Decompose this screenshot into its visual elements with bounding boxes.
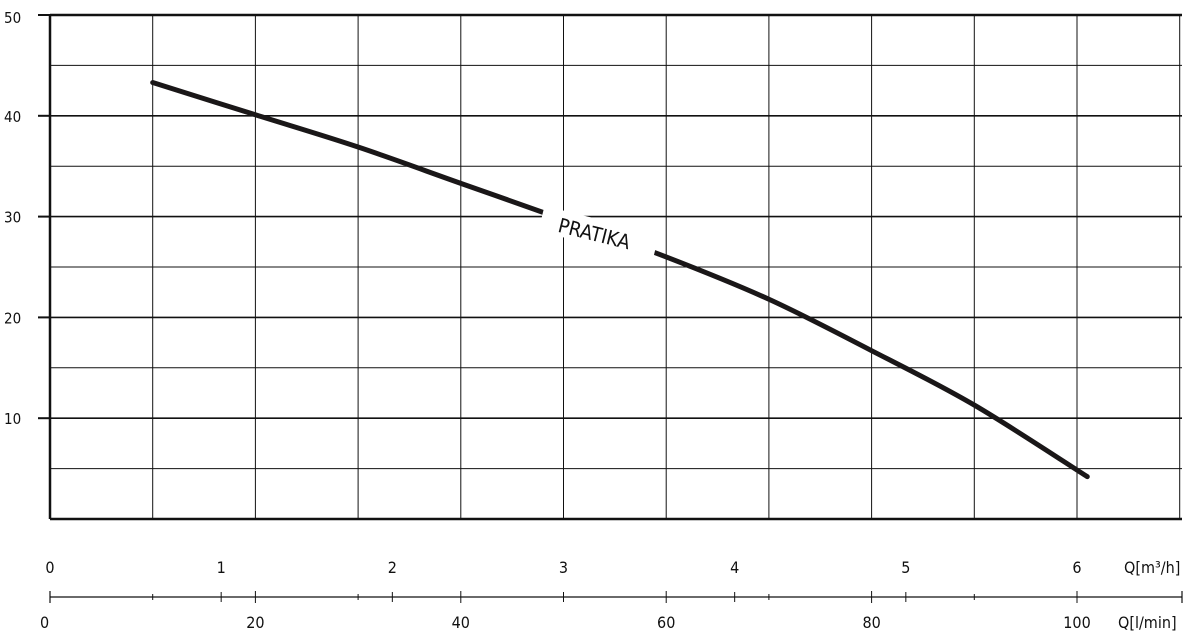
primary-x-axis-lmin: 0 20 40 60 80 100 Q[l/min] bbox=[40, 591, 1183, 632]
chart-axes bbox=[38, 13, 1182, 521]
secondary-x-axis-m3h: 0 1 2 3 4 5 6 Q[m³/h] bbox=[45, 558, 1180, 577]
y-tick-label: 50 bbox=[4, 9, 21, 27]
lmin-tick-label: 80 bbox=[862, 613, 880, 632]
m3h-axis-label: Q[m³/h] bbox=[1124, 558, 1180, 577]
y-tick-label: 30 bbox=[4, 209, 21, 227]
lmin-axis-label: Q[l/min] bbox=[1118, 613, 1177, 632]
m3h-tick-label: 5 bbox=[901, 558, 910, 577]
y-tick-label: 20 bbox=[4, 309, 21, 327]
y-axis-tick-labels: 50 40 30 20 10 bbox=[4, 9, 21, 428]
lmin-tick-label: 40 bbox=[452, 613, 470, 632]
y-tick-label: 40 bbox=[4, 108, 21, 126]
m3h-tick-label: 1 bbox=[217, 558, 226, 577]
grid-lines bbox=[50, 15, 1182, 519]
m3h-tick-label: 4 bbox=[730, 558, 739, 577]
lmin-tick-label: 60 bbox=[657, 613, 675, 632]
m3h-tick-label: 3 bbox=[559, 558, 568, 577]
m3h-tick-label: 6 bbox=[1072, 558, 1081, 577]
m3h-tick-label: 2 bbox=[388, 558, 397, 577]
lmin-tick-label: 20 bbox=[246, 613, 264, 632]
m3h-tick-label: 0 bbox=[45, 558, 54, 577]
lmin-tick-label: 100 bbox=[1063, 613, 1090, 632]
series-label-backing bbox=[538, 205, 660, 260]
y-tick-label: 10 bbox=[4, 410, 21, 428]
lmin-tick-label: 0 bbox=[40, 613, 49, 632]
